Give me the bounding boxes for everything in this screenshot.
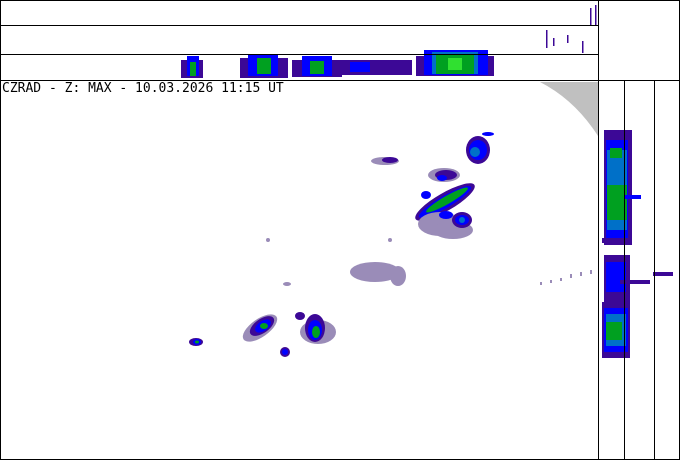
out-of-range-area <box>540 82 598 136</box>
main-map-echoes <box>189 132 592 357</box>
top-panel-bottom-border <box>0 80 680 81</box>
top-panel-divider-2 <box>0 54 598 55</box>
main-right-border <box>598 0 599 460</box>
right-panel-divider-2 <box>654 81 655 460</box>
right-panel-divider-1 <box>624 81 625 460</box>
frame-top <box>0 0 680 1</box>
right-projection-echoes <box>602 130 673 358</box>
product-title: CZRAD - Z: MAX - 10.03.2026 11:15 UT <box>2 81 284 96</box>
top-panel-divider-1 <box>0 25 598 26</box>
top-projection-echoes <box>181 5 597 78</box>
frame-left <box>0 0 1 460</box>
